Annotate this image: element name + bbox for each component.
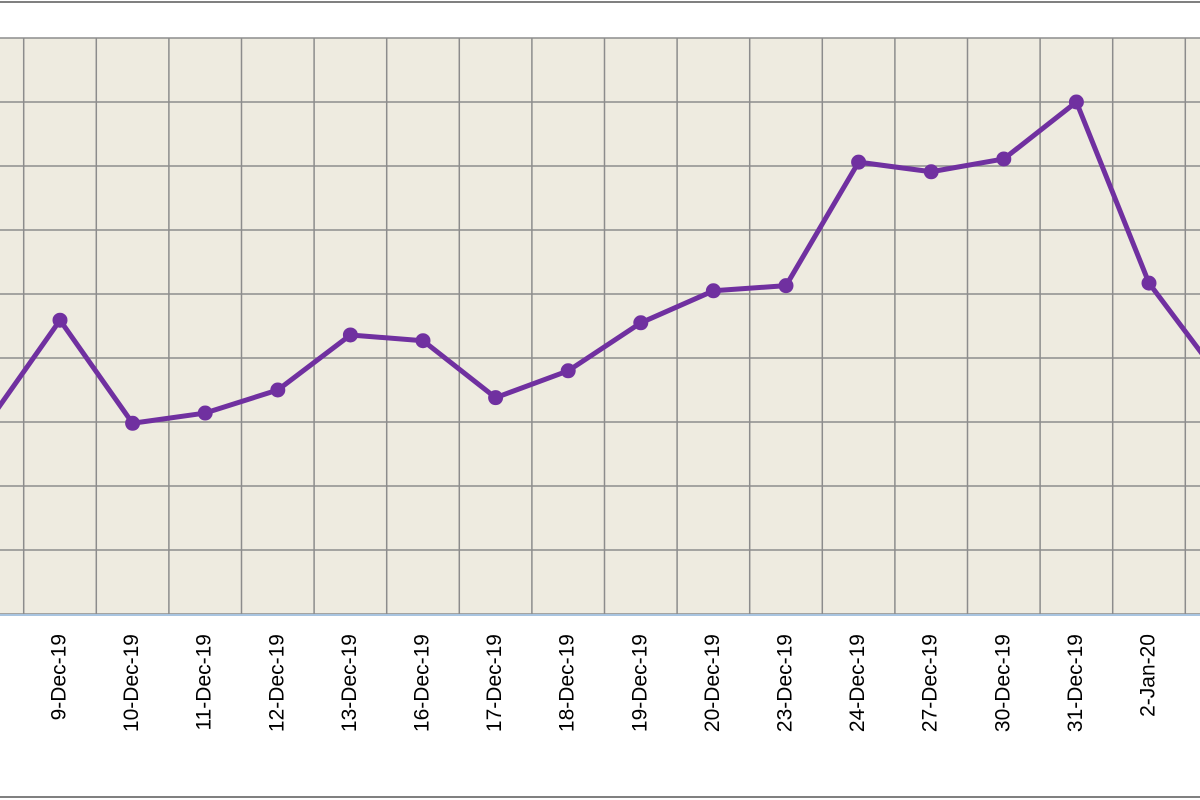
marker bbox=[560, 363, 576, 379]
marker bbox=[342, 327, 358, 343]
x-tick-label: 17-Dec-19 bbox=[483, 634, 506, 732]
x-tick-label: 18-Dec-19 bbox=[556, 634, 579, 732]
plot-area bbox=[0, 38, 1200, 614]
marker bbox=[1068, 94, 1084, 110]
x-tick-label: 20-Dec-19 bbox=[701, 634, 724, 732]
series bbox=[0, 94, 1200, 431]
marker bbox=[923, 164, 939, 180]
x-tick-label: 30-Dec-19 bbox=[991, 634, 1014, 732]
x-tick-label: 13-Dec-19 bbox=[338, 634, 361, 732]
marker bbox=[1141, 275, 1157, 291]
x-tick-label: 12-Dec-19 bbox=[265, 634, 288, 732]
x-tick-label: 23-Dec-19 bbox=[774, 634, 797, 732]
x-tick-label: 19-Dec-19 bbox=[628, 634, 651, 732]
x-tick-label: 10-Dec-19 bbox=[120, 634, 143, 732]
marker bbox=[415, 333, 431, 349]
line bbox=[0, 99, 1200, 426]
x-tick-label: 27-Dec-19 bbox=[919, 634, 942, 732]
x-tick-label: 9-Dec-19 bbox=[48, 634, 71, 720]
x-tick-label: 31-Dec-19 bbox=[1064, 634, 1087, 732]
marker bbox=[270, 382, 286, 398]
x-tick-label: 11-Dec-19 bbox=[193, 634, 216, 731]
marker bbox=[633, 315, 649, 331]
x-tick-label: 24-Dec-19 bbox=[846, 634, 869, 732]
x-tick-label: 16-Dec-19 bbox=[411, 634, 434, 732]
marker bbox=[996, 151, 1012, 167]
x-labels: 9-Dec-19 10-Dec-19 11-Dec-19 12-Dec-19 13-De… bbox=[48, 634, 1160, 732]
marker bbox=[125, 415, 141, 431]
x-tick-label: 2-Jan-20 bbox=[1137, 634, 1160, 717]
marker bbox=[488, 390, 504, 406]
marker bbox=[52, 312, 68, 328]
marker bbox=[851, 154, 867, 170]
marker bbox=[197, 405, 213, 421]
marker bbox=[705, 283, 721, 299]
marker bbox=[778, 278, 794, 294]
